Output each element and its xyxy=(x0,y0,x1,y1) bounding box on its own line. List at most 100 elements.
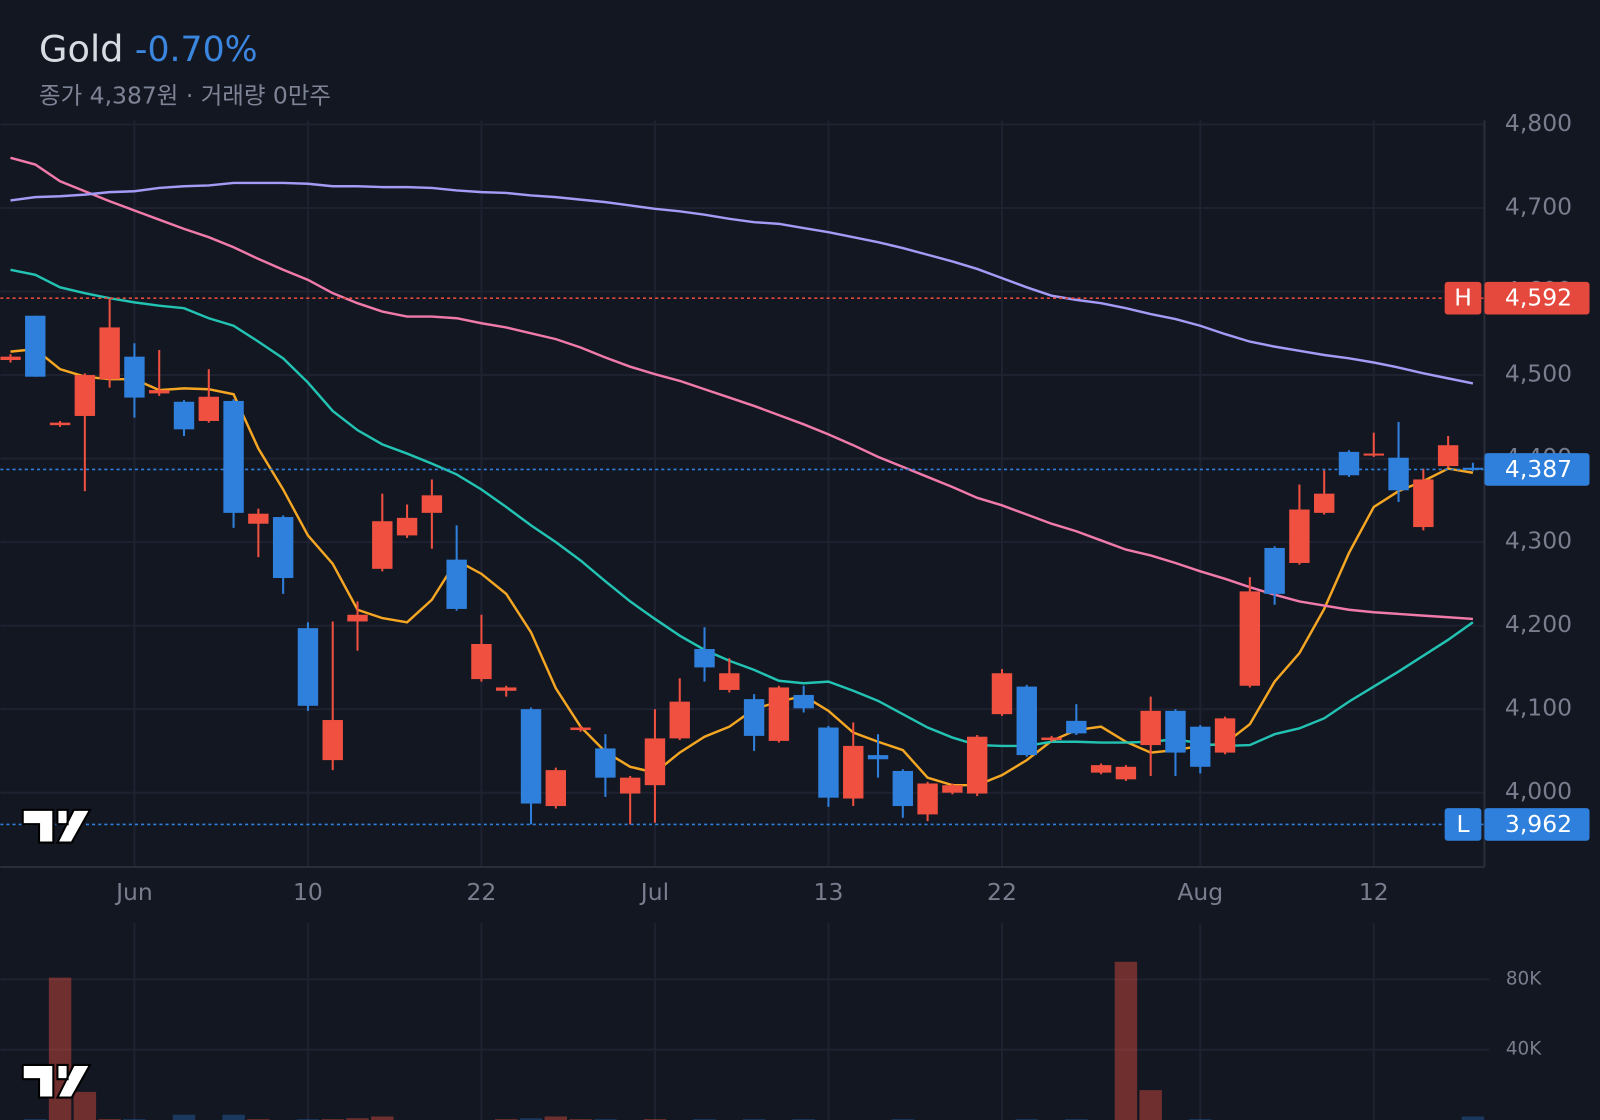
candle-body xyxy=(619,777,641,794)
x-tick-label: 12 xyxy=(1359,878,1389,906)
candle-body xyxy=(719,673,740,690)
y-tick-label: 4,500 xyxy=(1505,360,1572,388)
volume-bar xyxy=(1461,1116,1485,1120)
x-tick-label: 13 xyxy=(814,878,844,906)
volume-bar xyxy=(544,1116,568,1120)
price-pane xyxy=(0,156,1485,826)
candle-body xyxy=(0,356,21,361)
candle-body xyxy=(1140,710,1161,746)
symbol-title: Gold xyxy=(39,28,123,71)
candle-body xyxy=(694,649,715,668)
tradingview-logo xyxy=(21,1063,92,1099)
candle-body xyxy=(818,727,839,798)
price-badge-label: 3,962 xyxy=(1505,810,1572,838)
candle-body xyxy=(74,375,96,416)
volume-bar xyxy=(48,977,72,1120)
tradingview-logo xyxy=(21,808,92,844)
volume-bar xyxy=(1139,1090,1162,1120)
candle-body xyxy=(768,687,790,741)
candle-body xyxy=(347,614,368,622)
candle-body xyxy=(322,720,343,761)
grid xyxy=(0,120,1490,1120)
price-change: -0.70% xyxy=(135,30,258,70)
candle-body xyxy=(669,701,690,739)
candle-body xyxy=(743,699,765,736)
marker-badge xyxy=(1444,281,1482,315)
price-badges: 4,592 H 3,962 L 4,387 xyxy=(1444,281,1590,841)
y-tick-label: 4,700 xyxy=(1505,192,1572,220)
candle-body xyxy=(1066,720,1087,734)
candle-body xyxy=(966,736,988,794)
candle-body xyxy=(471,644,492,680)
volume-bar xyxy=(1114,961,1138,1120)
candle-body xyxy=(1239,591,1261,686)
price-badge xyxy=(1484,808,1590,841)
candle-body xyxy=(198,396,219,421)
candle-body xyxy=(1289,509,1310,563)
subtitle: 종가 4,387원 · 거래량 0만주 xyxy=(39,81,331,109)
y-tick-label: 4,200 xyxy=(1505,610,1572,638)
y-tick-label: 4,800 xyxy=(1505,109,1572,137)
candle-body xyxy=(644,738,666,786)
candle-body xyxy=(595,748,616,778)
y-tick-label: 4,300 xyxy=(1505,527,1572,555)
candle-body xyxy=(1388,457,1409,491)
y-tick-label: 4,100 xyxy=(1505,694,1572,722)
candle-body xyxy=(421,495,443,513)
candle-body xyxy=(1437,445,1459,467)
candle-body xyxy=(49,422,71,426)
candle-body xyxy=(545,770,567,807)
marker-badge-label: L xyxy=(1456,810,1469,838)
candle-body xyxy=(1313,493,1335,513)
candle-body xyxy=(25,315,46,377)
candle-body xyxy=(1190,726,1211,767)
candle-body xyxy=(1338,451,1360,476)
candle-body xyxy=(372,521,393,569)
candle-body xyxy=(1462,467,1484,470)
y2-tick-label: 80K xyxy=(1506,968,1542,989)
candle-body xyxy=(843,745,864,799)
candle-body xyxy=(99,327,120,380)
candle-body xyxy=(496,687,517,691)
price-badge-label: 4,387 xyxy=(1505,455,1572,483)
candle-body xyxy=(793,694,814,709)
volume-bar xyxy=(371,1116,394,1120)
candle-body xyxy=(1165,710,1186,753)
candle-body xyxy=(1214,718,1236,753)
candle-body xyxy=(297,628,319,706)
candle-body xyxy=(917,783,938,815)
candle-body xyxy=(1413,479,1434,528)
volume-bar xyxy=(172,1114,196,1120)
volume-bar xyxy=(519,1118,543,1120)
candle-body xyxy=(124,356,145,398)
x-tick-label: Aug xyxy=(1177,878,1223,906)
marker-badge xyxy=(1444,808,1482,841)
moving-average-line xyxy=(10,181,1474,385)
candle-body xyxy=(1363,453,1384,456)
price-badge-label: 4,592 xyxy=(1505,284,1572,312)
volume-bar xyxy=(73,1091,97,1120)
x-tick-label: 10 xyxy=(293,878,323,906)
marker-badge-label: H xyxy=(1454,284,1472,312)
x-tick-label: Jun xyxy=(114,878,153,906)
candle-body xyxy=(570,727,591,731)
y-tick-label: 4,000 xyxy=(1505,777,1572,805)
candle-body xyxy=(991,673,1013,715)
x-tick-label: 22 xyxy=(467,878,497,906)
candle-body xyxy=(223,400,244,513)
candle-body xyxy=(1016,686,1037,756)
x-tick-label: 22 xyxy=(987,878,1017,906)
candle-body xyxy=(942,785,963,793)
candle-body xyxy=(446,559,467,609)
candle-body xyxy=(1264,547,1285,594)
volume-bar xyxy=(346,1118,369,1120)
candle-body xyxy=(248,513,269,524)
candle-body xyxy=(149,390,170,394)
candle-body xyxy=(173,401,195,430)
candle-body xyxy=(892,770,914,807)
volume-bar xyxy=(222,1114,245,1120)
y2-tick-label: 40K xyxy=(1506,1039,1542,1060)
